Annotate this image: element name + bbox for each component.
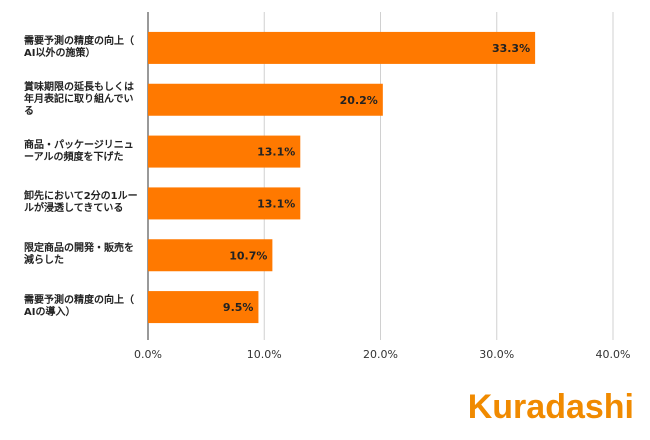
bar xyxy=(148,83,383,116)
x-tick-label: 10.0% xyxy=(247,348,282,361)
value-label: 13.1% xyxy=(257,146,295,159)
bar xyxy=(148,239,273,272)
value-label: 20.2% xyxy=(340,94,378,107)
y-tick-label: 賞味期限の延長もしくは 年月表記に取り組んでい る xyxy=(24,81,134,117)
y-tick-label: 需要予測の精度の向上（ AI以外の施策） xyxy=(24,35,134,59)
x-tick-label: 40.0% xyxy=(596,348,631,361)
y-tick-label: 卸先において2分の1ルー ルが浸透してきている xyxy=(24,191,138,215)
y-tick-label: 商品・パッケージリニュ ーアルの頻度を下げた xyxy=(24,139,134,163)
x-tick-label: 0.0% xyxy=(134,348,162,361)
bar xyxy=(148,187,301,220)
value-label: 9.5% xyxy=(223,301,254,314)
value-label: 33.3% xyxy=(492,42,530,55)
y-tick-label: 限定商品の開発・販売を 減らした xyxy=(24,243,134,267)
bar xyxy=(148,135,301,168)
bar xyxy=(148,291,259,324)
value-label: 13.1% xyxy=(257,197,295,210)
value-label: 10.7% xyxy=(229,249,267,262)
logo: Kuradashi xyxy=(467,388,634,426)
y-tick-label: 需要予測の精度の向上（ AIの導入） xyxy=(24,295,134,319)
x-tick-label: 20.0% xyxy=(363,348,398,361)
bar xyxy=(148,31,536,64)
x-tick-label: 30.0% xyxy=(479,348,514,361)
